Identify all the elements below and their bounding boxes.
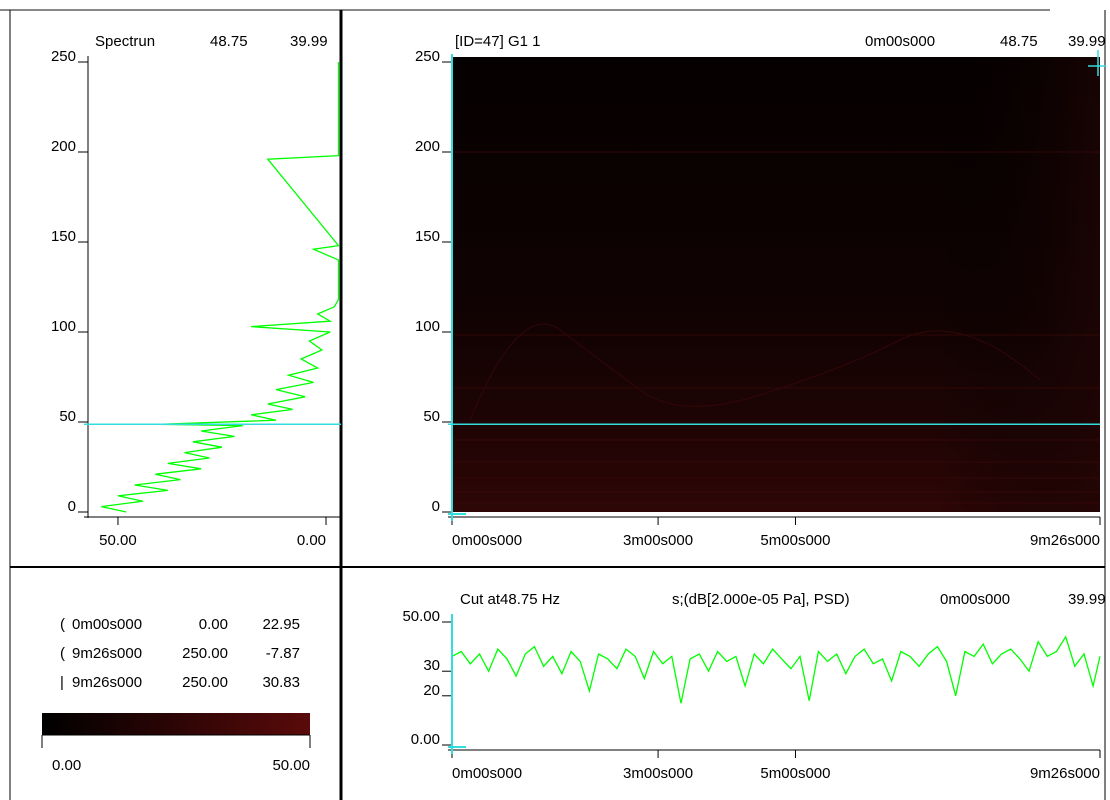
spectrogram-image	[452, 57, 1100, 512]
chart-title: Spectrun	[95, 33, 155, 50]
readout-value: 9m26s000	[72, 674, 142, 691]
spectrogram-texture	[452, 151, 1100, 504]
row-marker: (	[60, 645, 65, 662]
y-tick-label: 200	[51, 138, 76, 155]
x-tick-label: 9m26s000	[1030, 765, 1100, 782]
x-tick-label: 3m00s000	[623, 532, 693, 549]
data-line	[101, 62, 340, 513]
y-tick-label: 30	[423, 657, 440, 674]
readout-value: 22.95	[262, 616, 300, 633]
x-tick-label: 50.00	[99, 532, 137, 549]
x-tick-label: 0m00s000	[452, 765, 522, 782]
readout-value: 0m00s000	[865, 33, 935, 50]
colorbar-tick-label: 0.00	[52, 757, 81, 774]
x-tick-label: 3m00s000	[623, 765, 693, 782]
readout-value: -7.87	[266, 645, 300, 662]
readout-value: 0m00s000	[940, 591, 1010, 608]
plot-area	[452, 635, 1101, 704]
readout-value: 9m26s000	[72, 645, 142, 662]
y-tick-label: 250	[415, 48, 440, 65]
readout-value: 30.83	[262, 674, 300, 691]
y-tick-label: 50	[423, 408, 440, 425]
colorbar	[42, 713, 310, 735]
x-tick-label: 0m00s000	[452, 532, 522, 549]
readout-value: 250.00	[182, 674, 228, 691]
data-line	[452, 635, 1101, 704]
readout-value: 39.99	[290, 33, 328, 50]
plot-area	[101, 62, 340, 513]
row-marker: (	[60, 616, 65, 633]
x-tick-label: 5m00s000	[760, 532, 830, 549]
y-tick-label: 250	[51, 48, 76, 65]
readout-value: 48.75	[1000, 33, 1038, 50]
x-tick-label: 9m26s000	[1030, 532, 1100, 549]
y-tick-label: 100	[415, 318, 440, 335]
readout-value: 39.99	[1068, 33, 1106, 50]
y-tick-label: 20	[423, 682, 440, 699]
readout-value: 39.99	[1068, 591, 1106, 608]
y-tick-label: 150	[51, 228, 76, 245]
x-tick-label: 5m00s000	[760, 765, 830, 782]
y-tick-label: 0	[68, 498, 76, 515]
y-tick-label: 100	[51, 318, 76, 335]
y-tick-label: 150	[415, 228, 440, 245]
y-tick-label: 50	[59, 408, 76, 425]
y-tick-label: 50.00	[402, 608, 440, 625]
y-tick-label: 0	[432, 498, 440, 515]
x-tick-label: 0.00	[297, 532, 326, 549]
readout-value: 48.75	[210, 33, 248, 50]
colorbar-tick-label: 50.00	[272, 757, 310, 774]
y-tick-label: 0.00	[411, 731, 440, 748]
chart-subtitle: s;(dB[2.000e-05 Pa], PSD)	[672, 591, 850, 608]
y-tick-label: 200	[415, 138, 440, 155]
row-marker: |	[60, 674, 64, 691]
chart-title: Cut at48.75 Hz	[460, 591, 560, 608]
chart-title: [ID=47] G1 1	[455, 33, 540, 50]
readout-value: 0m00s000	[72, 616, 142, 633]
readout-value: 250.00	[182, 645, 228, 662]
readout-value: 0.00	[199, 616, 228, 633]
